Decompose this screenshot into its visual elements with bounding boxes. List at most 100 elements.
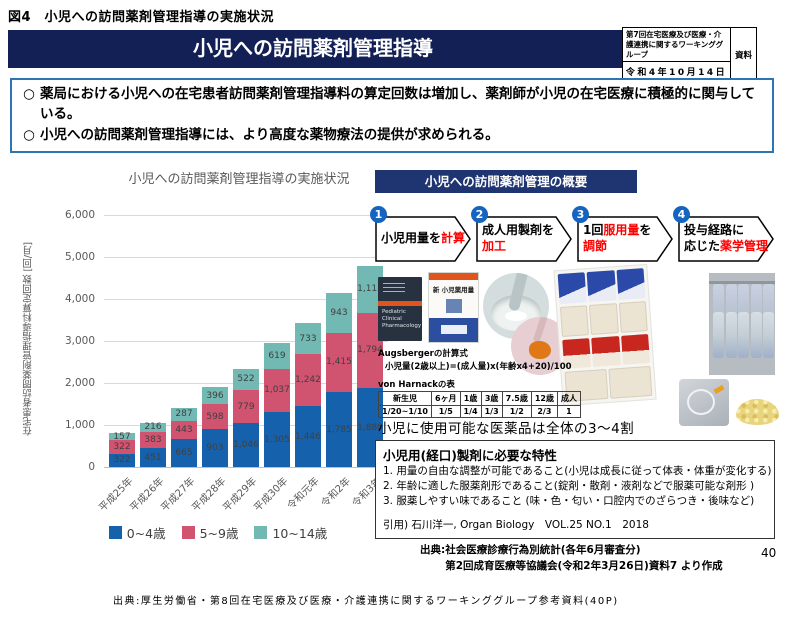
legend-item: 10~14歳 — [254, 523, 327, 542]
x-label-cell: 令和2年 — [319, 469, 352, 515]
book2-band — [429, 273, 478, 280]
document-label: 資料 — [734, 50, 752, 61]
x-tick-label: 令和2年 — [319, 475, 353, 510]
tube-tip — [713, 384, 725, 395]
von-harnack-table: 新生児 6ヶ月 1歳 3歳 7.5歳 12歳 成人 1/20~1/10 1/5 1/4 1/3 1/2… — [378, 391, 581, 418]
chart-body: 在宅患者訪問薬剤管理指導料算定回数 [回/月] 0 1,000 2,000 3,000… — [18, 193, 388, 553]
step-label-text: 投与経路に — [684, 223, 745, 238]
gridline — [104, 257, 388, 258]
von-harnack-block: von Harnackの表 新生児 6ヶ月 1歳 3歳 7.5歳 12歳 成人 1/20~1/… — [378, 378, 581, 418]
bar-segment: 322 — [109, 440, 135, 454]
bar-segment-label: 396 — [206, 390, 224, 401]
bar-segment: 383 — [140, 432, 166, 449]
process-step: 2 成人用製剤を 加工 — [471, 206, 573, 264]
harnack-cell: 1/20~1/10 — [378, 405, 432, 418]
sachet-packet — [557, 272, 587, 304]
bar-segment-label: 1,446 — [295, 431, 321, 442]
step-label-line: 加工 — [482, 239, 554, 255]
legend-item: 5~9歳 — [181, 523, 238, 542]
step-label-line: 1回服用量を — [583, 223, 651, 239]
bar-segment-label: 216 — [144, 422, 162, 433]
book-cover-pediatric-dosage: 新 小児薬用量 — [428, 272, 479, 343]
bars-container: 322 322 157 451 383 216 665 443 287 903 598 396 1,04… — [104, 215, 388, 467]
stacked-bar: 1,305 1,037 619 — [264, 342, 290, 467]
gridline — [104, 467, 388, 468]
bar-segment: 522 — [233, 368, 259, 391]
iv-rail — [709, 281, 775, 284]
iv-bag — [738, 284, 749, 358]
sachet-row — [557, 268, 646, 304]
footer-source-caption: 出典:厚生労働省・第8回在宅医療及び医療・介護連携に関するワーキンググループ参考… — [113, 596, 619, 607]
usable-medicines-note: 小児に使用可能な医薬品は全体の3〜4割 — [378, 421, 635, 437]
step-label-highlight: 服用量 — [603, 223, 640, 238]
y-tick-label: 5,000 — [64, 251, 95, 263]
bar-segment: 1,305 — [264, 412, 290, 467]
sachet-packet — [591, 335, 621, 368]
bar-segment-label: 1,415 — [326, 357, 352, 368]
bar-segment-label: 598 — [206, 411, 224, 422]
bar-segment-label: 1,046 — [233, 440, 259, 451]
bar-segment-label: 665 — [175, 448, 193, 459]
tube-loop — [687, 389, 715, 415]
gridline — [104, 299, 388, 300]
harnack-cell: 1/4 — [459, 405, 482, 418]
bar-segment-label: 443 — [175, 424, 193, 435]
sachet-packet — [586, 270, 617, 302]
chart-legend: 0~4歳 5~9歳 10~14歳 — [58, 523, 378, 542]
bar-segment-label: 733 — [299, 333, 317, 344]
overview-header: 小児への訪問薬剤管理の概要 — [375, 170, 637, 193]
bullet-marker: ○ — [23, 126, 35, 143]
book2-title: 新 小児薬用量 — [432, 286, 475, 294]
bar-segment-label: 322 — [113, 455, 131, 466]
y-tick-label: 1,000 — [64, 419, 95, 431]
bar-segment: 1,446 — [295, 406, 321, 467]
augsberger-formula-block: Augsbergerの計算式 小児量(2歳以上)=(成人量)x(年齢x4+20)… — [378, 348, 572, 374]
bar-segment: 322 — [109, 453, 135, 467]
sachet-packet — [616, 268, 646, 300]
sachet-packet — [620, 333, 651, 366]
page-number: 40 — [761, 546, 777, 560]
sachet-packet — [618, 300, 648, 333]
bar-segment: 1,037 — [264, 368, 290, 413]
bar-segment-label: 1,305 — [264, 434, 290, 445]
bar-segment-label: 1,794 — [357, 345, 383, 356]
stacked-bar: 1,785 1,415 943 — [326, 293, 352, 467]
medicine-paste — [529, 341, 551, 359]
process-step: 3 1回服用量を 調節 — [572, 206, 674, 264]
legend-item: 0~4歳 — [108, 523, 166, 542]
book-decor — [383, 283, 405, 293]
meeting-name: 第7回在宅医療及び医療・介護連携に関するワーキンググループ — [623, 28, 731, 63]
bar-segment: 396 — [202, 387, 228, 405]
step-label-line: 小児用量を計算 — [381, 231, 465, 247]
process-step: 4 投与経路に 応じた薬学管理 — [673, 206, 775, 264]
bar-segment-label: 1,880 — [357, 422, 383, 433]
step-number-badge: 4 — [673, 206, 690, 223]
step-number-badge: 2 — [471, 206, 488, 223]
bar-segment: 1,415 — [326, 332, 352, 392]
bar-segment: 157 — [109, 431, 135, 442]
bar-segment-label: 157 — [113, 431, 131, 442]
bar-segment-label: 1,113 — [357, 284, 383, 295]
iv-bags-photo — [709, 273, 775, 375]
harnack-cell: 1/2 — [501, 405, 532, 418]
harnack-cell: 2/3 — [530, 405, 558, 418]
bullet-item: ○ 薬局における小児への在宅患者訪問薬剤管理指導料の算定回数は増加し、薬剤師が小児… — [18, 84, 764, 125]
stacked-bar: 1,880 1,794 1,113 — [357, 266, 383, 467]
harnack-cell: 成人 — [556, 391, 581, 406]
bar-segment-label: 451 — [144, 452, 162, 463]
x-label-cell: 令和元年 — [286, 469, 322, 515]
spatula — [532, 317, 549, 344]
augsberger-title: Augsbergerの計算式 — [378, 349, 468, 359]
iv-bag — [725, 284, 737, 358]
bar-segment: 1,785 — [326, 392, 352, 467]
chart-panel: 小児への訪問薬剤管理指導の実施状況 在宅患者訪問薬剤管理指導料算定回数 [回/月… — [18, 168, 388, 556]
harnack-header-row: 新生児 6ヶ月 1歳 3歳 7.5歳 12歳 成人 — [378, 391, 581, 406]
step-label-line: 応じた薬学管理 — [684, 239, 768, 255]
sachet-packet — [608, 366, 653, 399]
step-label-highlight: 加工 — [482, 239, 507, 253]
legend-label: 10~14歳 — [272, 526, 328, 541]
granules-photo — [736, 399, 779, 425]
characteristic-item: 1. 用量の自由な調整が可能であること(小児は成長に従って体表・体重が変化する) — [383, 465, 772, 477]
bar-segment: 443 — [171, 420, 197, 440]
bar-segment: 1,242 — [295, 354, 321, 407]
